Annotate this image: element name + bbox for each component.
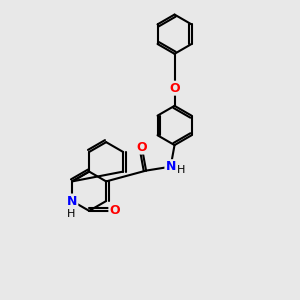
Text: O: O: [110, 204, 120, 218]
Text: N: N: [165, 160, 176, 173]
Text: N: N: [67, 194, 77, 208]
Text: O: O: [169, 82, 180, 95]
Text: H: H: [177, 165, 186, 175]
Text: O: O: [137, 141, 148, 154]
Text: H: H: [67, 209, 75, 219]
